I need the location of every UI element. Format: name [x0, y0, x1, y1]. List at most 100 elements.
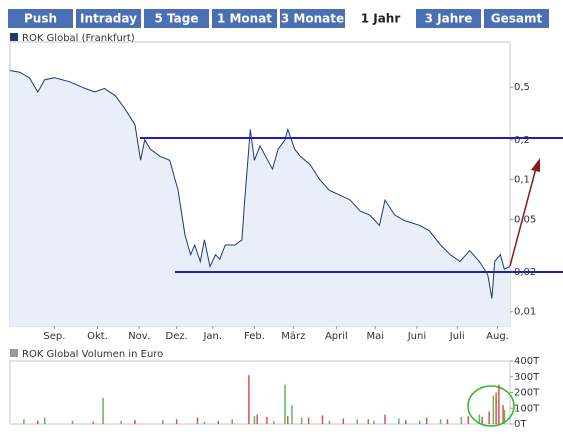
volume-bar	[102, 398, 104, 424]
y-tick-label: 300T	[514, 372, 540, 383]
arrow-head	[531, 158, 540, 172]
volume-bar	[356, 419, 358, 424]
volume-bar	[300, 417, 303, 424]
chart-layer: Push Intraday 5 Tage 1 Monat 3 Monate 1 Jahr 3…	[8, 9, 549, 430]
volume-bar	[478, 414, 481, 424]
x-tick-label: Nov.	[128, 331, 150, 342]
tab-background	[76, 9, 141, 28]
tab-background	[484, 9, 549, 28]
legend-swatch	[10, 33, 18, 41]
tab-background	[348, 9, 413, 28]
tab[interactable]: Intraday	[76, 9, 141, 28]
x-tick-label: Aug.	[486, 331, 509, 342]
tab[interactable]: 1 Jahr	[348, 9, 413, 28]
tab-label: Intraday	[80, 12, 137, 26]
volume-bar	[367, 419, 370, 424]
volume-bar	[384, 414, 386, 424]
y-tick-label: 200T	[514, 388, 540, 399]
x-tick-label: April	[325, 331, 348, 342]
volume-bar	[498, 384, 500, 424]
x-tick-label: Sep.	[43, 331, 65, 342]
volume-bar	[248, 375, 250, 424]
volume-bar	[120, 420, 122, 424]
tab-background	[212, 9, 277, 28]
volume-bar	[134, 420, 136, 424]
volume-bar	[266, 416, 268, 424]
tab[interactable]: Gesamt	[484, 9, 549, 28]
x-tick-label: Dez.	[166, 331, 188, 342]
volume-bar	[495, 392, 497, 424]
x-tick-label: Jan.	[202, 331, 222, 342]
volume-bar	[502, 405, 504, 424]
y-tick-label: 0T	[514, 419, 527, 430]
volume-bar	[196, 417, 199, 424]
tab-label: 1 Jahr	[361, 12, 401, 26]
tab[interactable]: 1 Monat	[212, 9, 277, 28]
volume-bar	[373, 420, 375, 424]
legend-label: ROK Global (Frankfurt)	[22, 33, 135, 44]
tab-background	[416, 9, 481, 28]
y-tick-label: 0,1	[514, 175, 530, 186]
x-tick-label: Juni	[407, 331, 426, 342]
volume-bar	[467, 416, 470, 424]
tab-label: 1 Monat	[217, 12, 272, 26]
volume-bar	[503, 409, 506, 424]
volume-bar	[231, 419, 233, 424]
tab-background	[8, 9, 73, 28]
volume-bar	[37, 420, 39, 424]
volume-bar	[328, 420, 331, 424]
tab-label: 3 Jahre	[425, 12, 473, 26]
volume-bar	[287, 416, 289, 424]
x-tick-label: Mai	[367, 331, 385, 342]
volume-bar	[253, 416, 256, 424]
volume-bar	[43, 417, 46, 424]
price-area	[10, 70, 510, 326]
y-tick-label: 100T	[514, 403, 540, 414]
volume-bar	[273, 420, 275, 424]
tab[interactable]: 3 Jahre	[416, 9, 481, 28]
trend-arrow	[509, 167, 537, 267]
volume-bar	[217, 420, 220, 424]
volume-bar	[175, 419, 178, 424]
tab-label: 3 Monate	[281, 12, 344, 26]
volume-bar	[307, 417, 310, 424]
volume-bar	[439, 419, 442, 424]
volume-bar	[321, 415, 324, 424]
y-tick-label: 0,2	[514, 135, 530, 146]
volume-bar	[446, 419, 449, 424]
volume-bar	[425, 417, 428, 424]
volume-bar	[405, 420, 407, 424]
volume-bar	[162, 420, 164, 424]
volume-bar	[481, 416, 483, 424]
volume-bar	[492, 395, 495, 424]
highlight-circle	[467, 385, 515, 427]
volume-bar	[92, 421, 95, 424]
y-tick-label: 400T	[514, 356, 540, 367]
y-tick-label: 0,01	[514, 307, 536, 318]
tab[interactable]: 5 Tage	[144, 9, 209, 28]
x-tick-label: März	[281, 331, 305, 342]
tab[interactable]: 3 Monate	[280, 9, 345, 28]
x-tick-label: Juli	[449, 331, 465, 342]
x-tick-label: Okt.	[87, 331, 108, 342]
volume-bar	[23, 419, 25, 424]
volume-bar	[418, 420, 421, 424]
legend-label: ROK Global Volumen in Euro	[22, 349, 163, 360]
tab-label: 5 Tage	[155, 12, 199, 26]
volume-bar	[291, 405, 293, 424]
tab-label: Gesamt	[491, 12, 543, 26]
volume-bar	[460, 416, 463, 424]
volume-bar	[203, 421, 206, 424]
tab-background	[280, 9, 345, 28]
volume-bar	[256, 414, 258, 424]
y-tick-label: 0,5	[514, 82, 530, 93]
volume-bar	[71, 420, 74, 424]
tab[interactable]: Push	[8, 9, 73, 28]
price-line	[9, 70, 511, 299]
volume-bar	[488, 411, 490, 424]
volume-bar	[398, 418, 400, 424]
legend-swatch	[10, 349, 18, 357]
tab-background	[144, 9, 209, 28]
tab-label: Push	[24, 12, 57, 26]
